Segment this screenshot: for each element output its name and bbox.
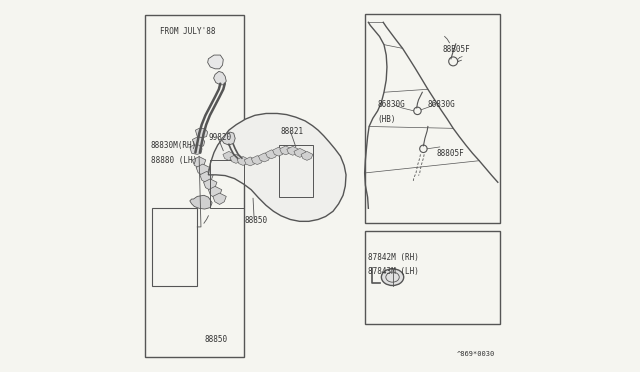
Polygon shape (213, 193, 227, 205)
Ellipse shape (381, 269, 404, 286)
Text: 88850: 88850 (205, 335, 228, 344)
Bar (145, 15, 244, 357)
Bar (365, 14, 500, 223)
Bar (152, 208, 197, 286)
Polygon shape (209, 186, 222, 198)
Text: 88B05F: 88B05F (443, 45, 470, 54)
Text: (HB): (HB) (378, 115, 396, 124)
Text: 86830G: 86830G (428, 100, 456, 109)
Bar (365, 231, 500, 324)
Polygon shape (204, 179, 217, 190)
Text: FROM JULY'88: FROM JULY'88 (161, 27, 216, 36)
Polygon shape (273, 147, 285, 156)
Text: 88805F: 88805F (436, 149, 464, 158)
Text: ^869*0030: ^869*0030 (456, 351, 495, 357)
Text: 88880 (LH): 88880 (LH) (151, 156, 197, 165)
Text: 87842M (RH): 87842M (RH) (369, 253, 419, 262)
Polygon shape (223, 151, 235, 160)
Polygon shape (230, 154, 242, 163)
Polygon shape (221, 132, 235, 145)
Polygon shape (287, 146, 299, 155)
Polygon shape (190, 195, 212, 209)
Text: 99820: 99820 (209, 133, 232, 142)
Polygon shape (244, 157, 256, 166)
Polygon shape (193, 138, 205, 147)
Polygon shape (259, 153, 270, 162)
Polygon shape (195, 128, 207, 138)
Polygon shape (193, 157, 206, 168)
Text: 88821: 88821 (281, 127, 304, 136)
Text: 86830G: 86830G (378, 100, 405, 109)
Bar (211, 160, 244, 208)
Polygon shape (294, 148, 306, 157)
Polygon shape (190, 145, 202, 154)
Text: 87843M (LH): 87843M (LH) (369, 267, 419, 276)
Polygon shape (207, 55, 223, 69)
Text: 88830M(RH): 88830M(RH) (151, 141, 197, 150)
Polygon shape (200, 171, 213, 183)
Polygon shape (214, 71, 227, 85)
Text: 88850: 88850 (245, 216, 268, 225)
Bar (279, 145, 312, 197)
Polygon shape (252, 155, 263, 164)
Polygon shape (196, 164, 209, 176)
Polygon shape (209, 113, 346, 221)
Polygon shape (280, 146, 292, 155)
Polygon shape (301, 151, 313, 160)
Polygon shape (237, 157, 249, 166)
Polygon shape (266, 150, 277, 159)
